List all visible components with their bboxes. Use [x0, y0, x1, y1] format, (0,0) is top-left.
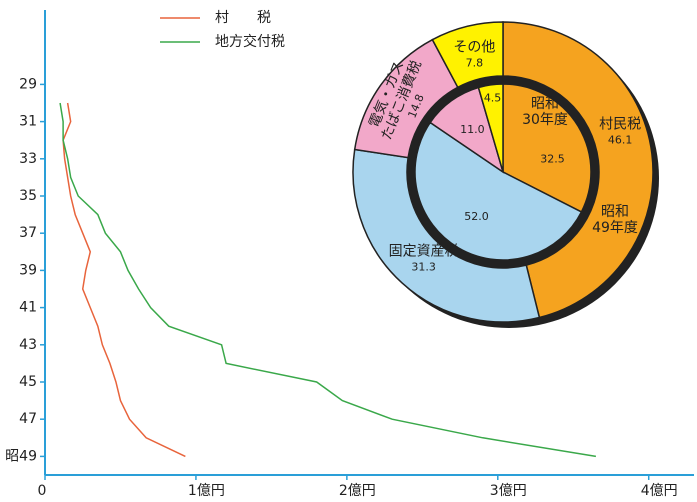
- value-label: 11.0: [460, 123, 485, 136]
- x-tick-label: 3億円: [490, 483, 527, 499]
- donut-slice: [414, 121, 583, 261]
- y-tick-label: 45: [19, 374, 37, 390]
- value-label: 52.0: [464, 210, 489, 223]
- y-tick-label: 29: [19, 76, 37, 92]
- legend-label: 村 税: [215, 10, 271, 26]
- x-tick-label: 2億円: [339, 483, 376, 499]
- value-label: 32.5: [540, 153, 565, 166]
- donut-slice: [431, 21, 504, 89]
- category-label: 固定資産税: [389, 243, 459, 259]
- x-tick-label: 1億円: [188, 483, 225, 499]
- y-tick-label: 39: [19, 262, 37, 278]
- ring-name: 昭和: [601, 204, 629, 220]
- donut-slice: [352, 148, 541, 323]
- y-tick-label: 41: [19, 300, 37, 316]
- value-label: 7.8: [466, 57, 484, 70]
- y-tick-label: 37: [19, 225, 37, 241]
- legend-label: 地方交付税: [215, 33, 285, 50]
- value-label: 46.1: [608, 134, 633, 147]
- y-tick-label: 33: [19, 151, 37, 167]
- y-tick-label: 昭49: [5, 448, 37, 464]
- category-label: その他: [453, 40, 495, 56]
- category-label: 村民税: [599, 117, 641, 133]
- value-label: 31.3: [411, 260, 436, 273]
- value-label: 4.5: [484, 92, 502, 105]
- data-line: [62, 102, 186, 458]
- donut-slice: [477, 83, 504, 173]
- donut-slice: [502, 83, 592, 213]
- x-tick-label: 0: [38, 483, 47, 499]
- data-line: [59, 102, 597, 458]
- y-tick-label: 31: [19, 114, 37, 130]
- ring-name: 昭和: [531, 96, 559, 112]
- ring-name: 49年度: [592, 220, 638, 236]
- ring-name: 30年度: [522, 112, 568, 128]
- x-tick-label: 4億円: [641, 483, 678, 499]
- y-tick-label: 35: [19, 188, 37, 204]
- donut-slice: [502, 21, 654, 319]
- y-tick-label: 43: [19, 337, 37, 353]
- y-tick-label: 47: [19, 411, 37, 427]
